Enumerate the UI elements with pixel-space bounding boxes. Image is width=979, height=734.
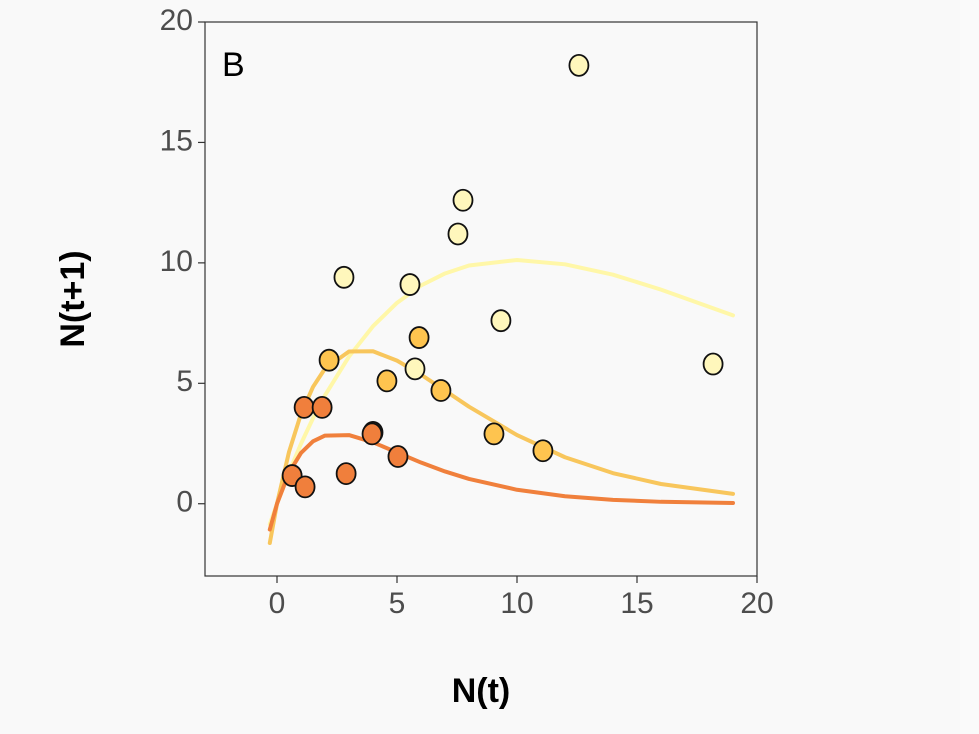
- point: [294, 475, 316, 499]
- point: [293, 395, 315, 419]
- fit-curve: [267, 257, 735, 527]
- x-tick-label: 15: [620, 587, 653, 620]
- x-tick-label: 10: [500, 587, 533, 620]
- point: [568, 53, 590, 77]
- point: [404, 357, 426, 381]
- point: [702, 352, 724, 376]
- x-tick-label: 5: [389, 587, 406, 620]
- point: [430, 379, 452, 402]
- point: [399, 273, 421, 296]
- point: [490, 309, 512, 333]
- point: [387, 445, 409, 468]
- point: [311, 395, 333, 419]
- point: [335, 462, 357, 486]
- point: [447, 222, 469, 246]
- x-axis-title: N(t): [452, 672, 511, 710]
- panel-label: B: [222, 46, 245, 84]
- point: [452, 188, 474, 212]
- y-axis-title: N(t+1): [54, 250, 92, 347]
- point: [333, 265, 355, 289]
- point: [483, 422, 505, 446]
- point: [408, 326, 430, 349]
- y-tick-label: 10: [160, 245, 193, 278]
- point: [532, 439, 554, 463]
- y-tick-label: 0: [176, 486, 193, 519]
- panel-border: [204, 21, 758, 577]
- point: [376, 369, 398, 393]
- x-tick-label: 20: [740, 587, 773, 620]
- fit-curve: [267, 349, 735, 546]
- y-tick-label: 5: [176, 365, 193, 398]
- y-tick-label: 15: [160, 124, 193, 157]
- x-tick-label: 0: [269, 587, 286, 620]
- point: [361, 422, 383, 446]
- point: [318, 348, 340, 372]
- y-tick-label: 20: [160, 4, 193, 37]
